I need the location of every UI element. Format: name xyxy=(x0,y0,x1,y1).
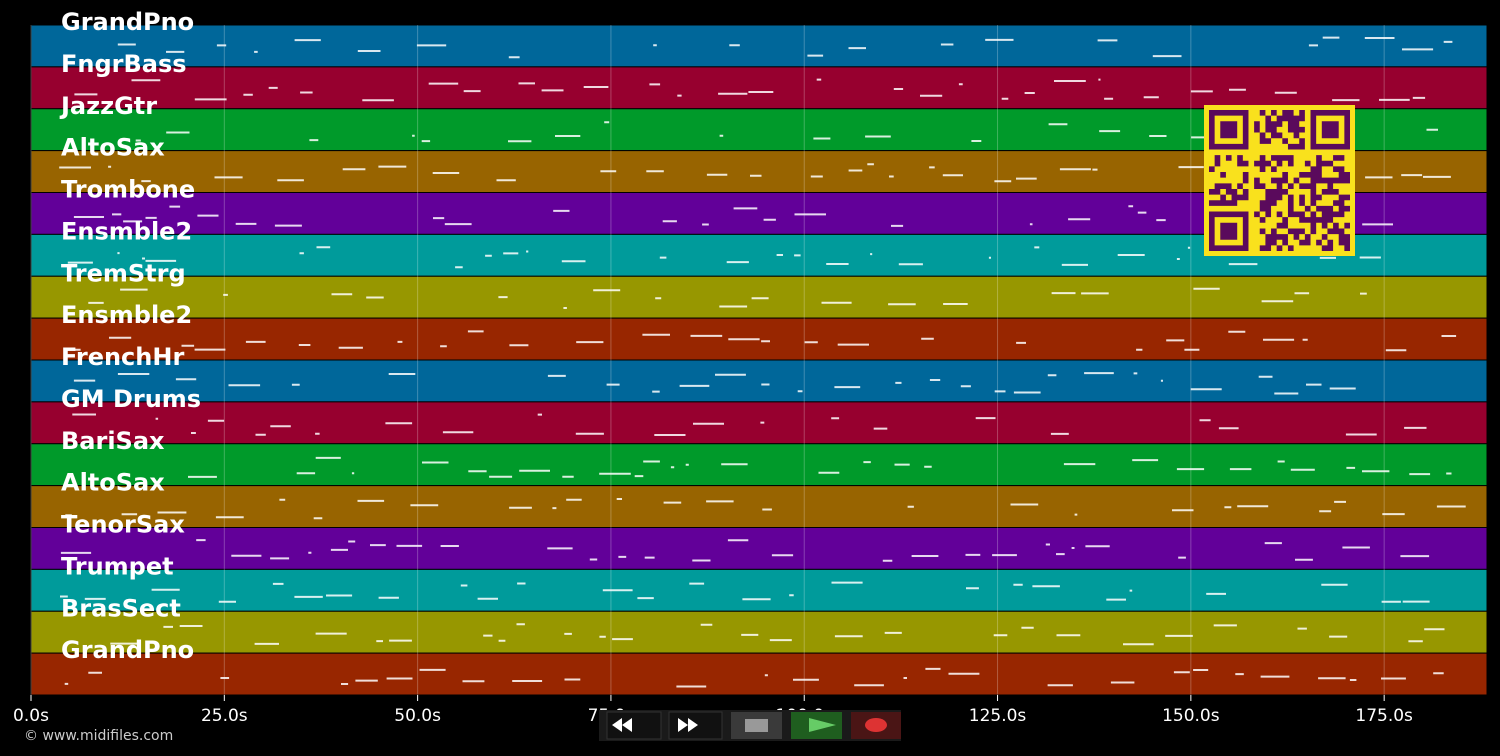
note-pattern xyxy=(74,78,1426,102)
track-lane xyxy=(30,652,1488,696)
track-lane xyxy=(30,275,1488,319)
note-pattern xyxy=(72,413,1427,436)
track-lane xyxy=(30,401,1488,445)
track-name: TenorSax xyxy=(61,511,185,539)
note-pattern xyxy=(73,372,1356,395)
note-pattern xyxy=(64,667,1444,688)
track-name: TremStrg xyxy=(61,259,186,287)
note-pattern xyxy=(60,539,1430,562)
track-name: Trumpet xyxy=(61,552,174,580)
track-name: GrandPno xyxy=(61,8,194,36)
track-lane xyxy=(30,568,1488,612)
note-pattern xyxy=(110,623,1445,646)
track-name: BrasSect xyxy=(61,594,181,622)
note-pattern xyxy=(67,246,1381,269)
track-lane xyxy=(30,443,1488,487)
track-name: JazzGtr xyxy=(59,92,157,120)
note-pattern xyxy=(65,498,1466,520)
track-lane xyxy=(30,610,1488,654)
track-name: AltoSax xyxy=(61,134,165,162)
note-pattern xyxy=(67,330,1457,352)
x-tick-label: 150.0s xyxy=(1162,706,1220,726)
qr-modules xyxy=(1209,110,1350,251)
track-name: Trombone xyxy=(61,176,195,204)
transport-controls xyxy=(599,710,901,741)
x-tick-label: 125.0s xyxy=(969,706,1027,726)
track-name: Ensmble2 xyxy=(61,301,192,329)
track-name: GrandPno xyxy=(61,636,194,664)
track-lane xyxy=(30,359,1488,403)
x-tick-label: 175.0s xyxy=(1355,706,1413,726)
track-name: BariSax xyxy=(61,427,165,455)
track-name: FrenchHr xyxy=(61,343,184,371)
x-tick-label: 50.0s xyxy=(394,706,441,726)
qr-code xyxy=(1204,105,1355,256)
track-name: FngrBass xyxy=(61,50,187,78)
track-name: GM Drums xyxy=(61,385,201,413)
note-pattern xyxy=(117,36,1453,59)
note-pattern xyxy=(88,287,1367,309)
x-tick-label: 25.0s xyxy=(201,706,248,726)
copyright: © www.midifiles.com xyxy=(24,728,173,744)
x-tick-label: 0.0s xyxy=(13,706,49,726)
note-pattern xyxy=(188,456,1452,478)
track-lane xyxy=(30,527,1488,570)
track-lane xyxy=(30,24,1488,68)
note-pattern xyxy=(60,581,1430,603)
track-name: Ensmble2 xyxy=(61,217,192,245)
track-lane xyxy=(30,485,1488,528)
forward-button[interactable] xyxy=(668,711,723,740)
track-lane xyxy=(30,66,1488,110)
track-name: AltoSax xyxy=(61,469,165,497)
